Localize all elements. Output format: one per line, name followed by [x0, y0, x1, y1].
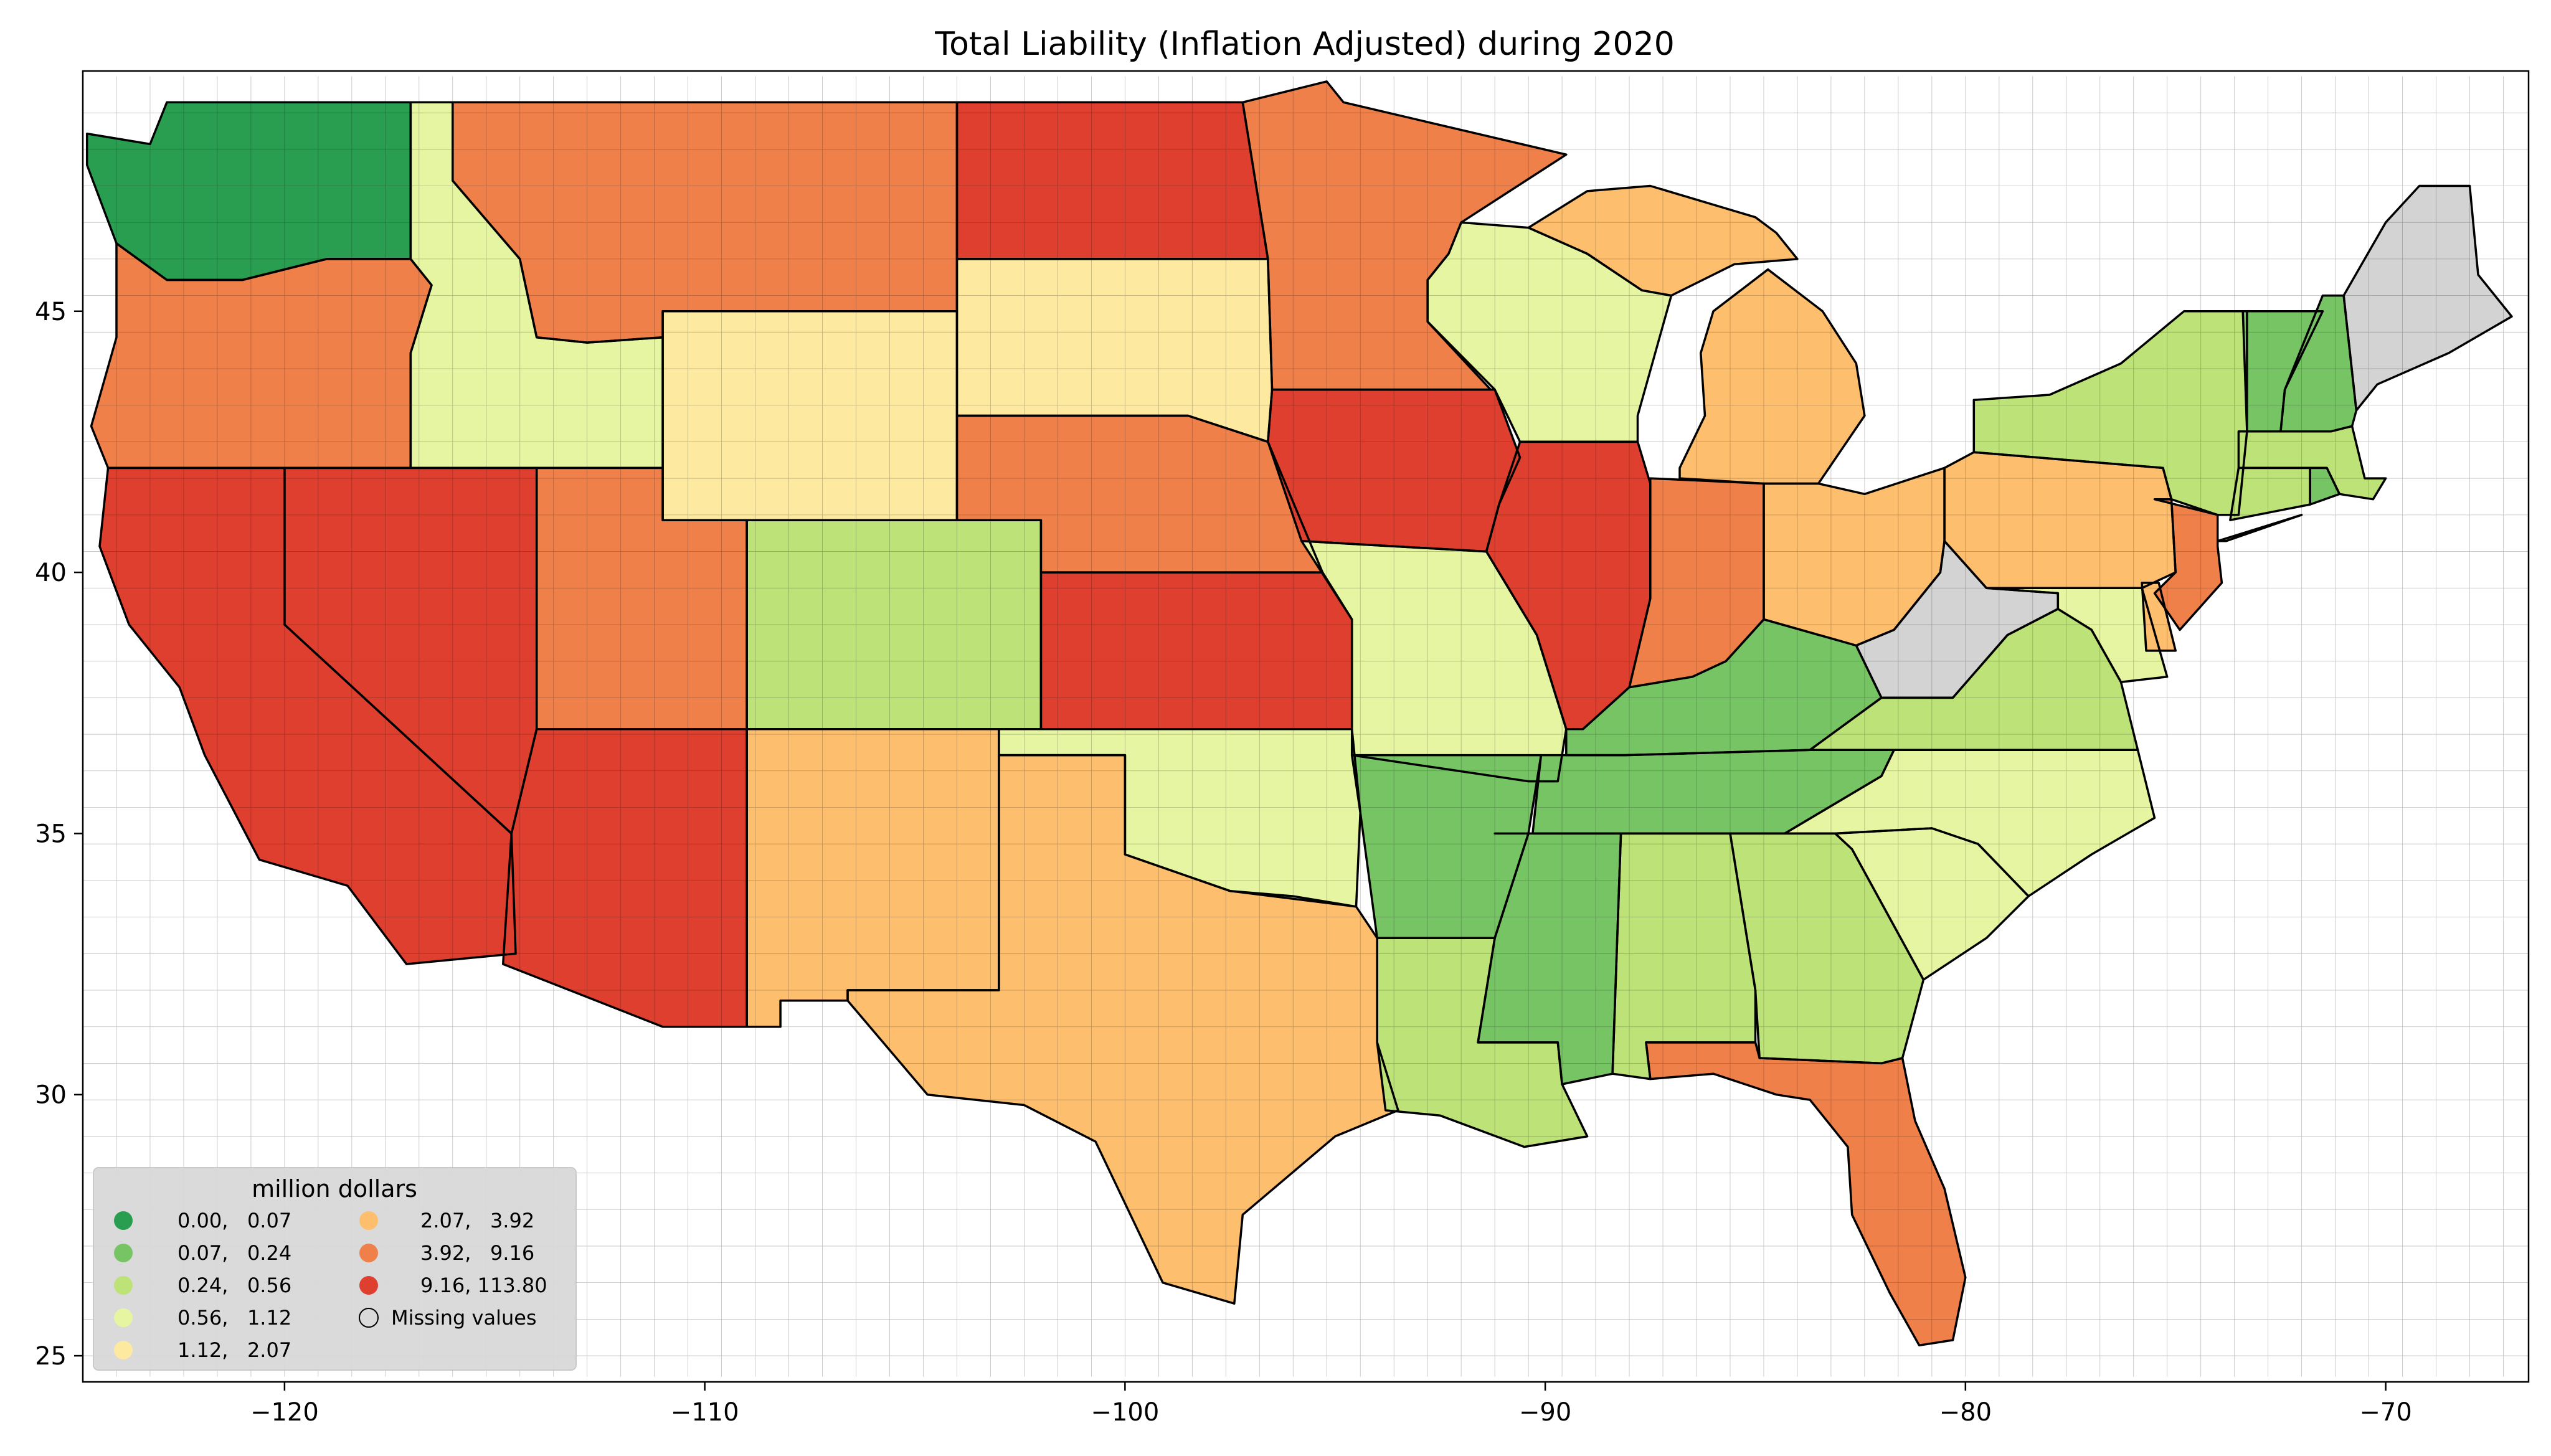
state-wyoming: [662, 311, 957, 521]
legend-label: 2.07, 3.92: [420, 1209, 534, 1232]
state-south-dakota: [957, 258, 1273, 443]
y-tick-label: 35: [35, 820, 67, 848]
x-tick-label: −70: [2359, 1398, 2411, 1427]
legend-label: 3.92, 9.16: [420, 1241, 534, 1265]
legend-label: 9.16, 113.80: [420, 1274, 547, 1297]
legend-label: 0.00, 0.07: [177, 1209, 291, 1232]
legend-items: 0.00, 0.07 0.07, 0.24 0.24, 0.56 0.56, 1.12…: [114, 1209, 547, 1362]
state-border: [846, 754, 1399, 1305]
x-tick-label: −80: [1939, 1398, 1992, 1427]
y-axis: 25 30 35 40 45: [35, 298, 83, 1371]
y-tick-label: 45: [35, 298, 67, 326]
legend-swatch: [114, 1211, 133, 1230]
state-border: [2342, 184, 2513, 412]
legend-label: 0.56, 1.12: [177, 1306, 291, 1330]
legend-swatch: [114, 1308, 133, 1327]
state-kansas: [1040, 572, 1353, 730]
state-north-dakota: [957, 102, 1269, 260]
legend-label: 0.07, 0.24: [177, 1241, 291, 1265]
x-tick-label: −110: [671, 1398, 739, 1427]
x-tick-label: −120: [250, 1398, 319, 1427]
legend-swatch: [114, 1244, 133, 1262]
legend-swatch: [359, 1211, 378, 1230]
state-pennsylvania: [1944, 451, 2176, 589]
state-border: [1783, 749, 2156, 897]
legend-label-missing: Missing values: [391, 1306, 537, 1330]
legend-label: 1.12, 2.07: [177, 1338, 291, 1362]
state-border: [1527, 184, 1799, 297]
state-border: [1972, 310, 2248, 516]
legend-swatch: [114, 1341, 133, 1359]
legend-label: 0.24, 0.56: [177, 1274, 291, 1297]
legend-swatch: [359, 1276, 378, 1295]
legend-box: [93, 1167, 577, 1371]
state-border: [2153, 498, 2223, 631]
state-boundaries: [85, 80, 2513, 1347]
x-tick-label: −90: [1519, 1398, 1571, 1427]
state-regions: [83, 76, 2529, 1377]
y-tick-label: 30: [35, 1081, 67, 1110]
y-tick-label: 40: [35, 559, 67, 587]
chart-title: Total Liability (Inflation Adjusted) dur…: [934, 26, 1675, 63]
legend-swatch-missing: [359, 1308, 379, 1328]
legend-swatch: [359, 1244, 378, 1262]
x-axis: −120 −110 −100 −90 −80 −70: [250, 1382, 2412, 1427]
state-oregon: [90, 242, 432, 468]
legend: million dollars 0.00, 0.07 0.07, 0.24 0.24…: [93, 1167, 577, 1371]
state-border: [1645, 1041, 1967, 1347]
x-tick-label: −100: [1091, 1398, 1159, 1427]
map-layer: [83, 76, 2529, 1377]
state-border: [1678, 268, 1866, 485]
state-new-mexico: [746, 729, 1000, 1028]
state-border: [2216, 514, 2303, 542]
state-border: [1985, 587, 2169, 683]
legend-title: million dollars: [252, 1175, 417, 1203]
legend-swatch: [114, 1276, 133, 1295]
y-tick-label: 25: [35, 1342, 67, 1371]
